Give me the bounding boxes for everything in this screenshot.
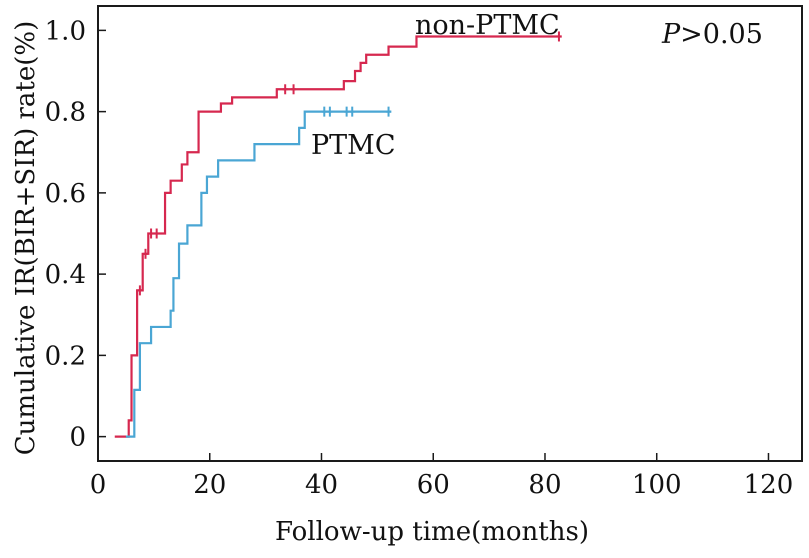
x-tick-label: 100 [632,470,682,500]
y-tick-label: 1.0 [45,16,86,46]
series-line-ptmc [125,110,392,438]
y-tick-label: 0.8 [45,98,86,128]
y-tick-label: 0 [69,423,86,453]
x-tick-label: 20 [193,470,226,500]
p-value-annotation: P>0.05 [661,19,763,50]
censor-mark [344,106,350,117]
x-axis-title: Follow-up time(months) [275,517,589,547]
x-tick-label: 120 [744,470,794,500]
series-layer [114,31,562,438]
censor-mark [137,285,143,296]
x-tick-label: 80 [528,470,561,500]
p-symbol: P [661,19,681,50]
y-axis-title: Cumulative IR(BIR+SIR) rate(%) [11,21,41,456]
x-tick-label: 0 [90,470,107,500]
x-ticks: 0 20 40 60 80 100 120 [90,453,794,500]
censor-mark [386,106,392,117]
p-threshold: >0.05 [680,19,763,50]
series-label-ptmc: PTMC [311,130,395,161]
series-line-non-ptmc [114,35,562,438]
censor-mark [349,106,355,117]
y-tick-label: 0.6 [45,179,86,209]
censor-mark [148,228,154,239]
censor-mark [556,31,562,42]
censor-mark [282,84,288,95]
x-tick-label: 40 [305,470,338,500]
y-tick-label: 0.2 [45,341,86,371]
censor-mark [154,228,160,239]
censor-mark [142,248,148,259]
censor-mark [321,106,327,117]
x-tick-label: 60 [417,470,450,500]
y-ticks: 0 0.2 0.4 0.6 0.8 1.0 [45,16,106,453]
series-label-non-ptmc: non-PTMC [415,10,560,41]
censor-mark [291,84,297,95]
plot-frame [97,5,803,462]
censor-mark [327,106,333,117]
y-tick-label: 0.4 [45,260,86,290]
